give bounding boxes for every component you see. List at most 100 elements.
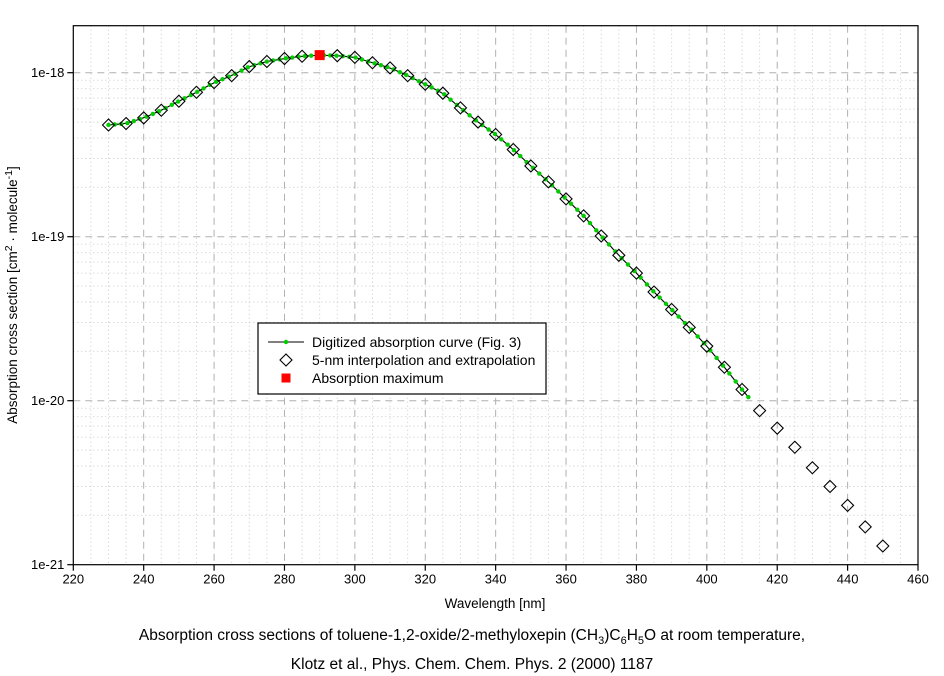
green-dot xyxy=(714,355,719,361)
green-dot xyxy=(644,282,650,287)
x-tick-label: 300 xyxy=(344,572,366,587)
green-dot xyxy=(556,189,561,194)
green-dot xyxy=(695,334,700,339)
diamond-marker xyxy=(365,55,380,70)
green-dot xyxy=(480,122,485,128)
diamond-marker xyxy=(629,266,644,280)
green-dot xyxy=(499,137,504,142)
x-tick-label: 420 xyxy=(766,572,788,587)
absorption-chart: 220 240 260 280 300 320 340 360 380 400 420 440 460 1… xyxy=(3,25,929,611)
green-dot xyxy=(372,61,377,66)
green-dot xyxy=(220,77,225,82)
diamond-marker xyxy=(506,142,521,157)
caption-text: Klotz et al., Phys. Chem. Chem. Phys. 2 … xyxy=(290,656,654,674)
green-dot xyxy=(416,78,422,84)
x-tick-label: 220 xyxy=(62,572,84,587)
x-tick-label: 440 xyxy=(837,572,859,587)
green-dot xyxy=(201,86,206,91)
x-tick-label: 380 xyxy=(626,572,648,587)
green-dot xyxy=(283,56,289,61)
green-dot xyxy=(670,307,675,313)
diamond-marker xyxy=(260,54,274,69)
legend: Digitized absorption curve (Fig. 3) 5-nm … xyxy=(257,322,547,395)
diamond-marker xyxy=(647,285,661,299)
green-dot xyxy=(194,89,200,95)
y-tick-label: 1e-19 xyxy=(31,229,64,244)
green-dot xyxy=(461,107,466,113)
caption-line-2: Klotz et al., Phys. Chem. Chem. Phys. 2 … xyxy=(0,653,944,676)
diamond-marker xyxy=(154,103,169,118)
caption-subscript: 6 xyxy=(620,635,627,648)
x-tick-label: 340 xyxy=(485,572,507,587)
green-dot xyxy=(302,53,308,59)
caption-line-1: Absorption cross sections of toluene-1,2… xyxy=(0,624,944,653)
y-axis-title: Absorption cross section [cm2 · molecule… xyxy=(3,166,20,424)
caption-subscript: 3 xyxy=(598,635,605,648)
legend-label: Absorption maximum xyxy=(312,370,444,386)
legend-box xyxy=(257,322,547,395)
axis-tick-labels: 220 240 260 280 300 320 340 360 380 400 420 440 460 1… xyxy=(31,65,929,587)
legend-label: 5-nm interpolation and extrapolation xyxy=(312,352,535,368)
diamond-marker xyxy=(101,118,116,132)
green-dot xyxy=(448,97,453,102)
x-tick-label: 280 xyxy=(274,572,296,587)
green-dot xyxy=(606,242,612,247)
green-dot xyxy=(239,68,244,73)
legend-label: Digitized absorption curve (Fig. 3) xyxy=(312,334,521,350)
green-dot xyxy=(625,262,631,267)
diamond-marker xyxy=(453,101,468,115)
green-dot xyxy=(575,207,580,212)
y-tick-label: 1e-21 xyxy=(31,557,64,572)
diamond-marker xyxy=(471,115,485,129)
diamond-marker xyxy=(858,520,872,534)
green-dot xyxy=(663,301,669,307)
diamond-marker xyxy=(594,229,609,243)
green-dot xyxy=(505,142,510,147)
x-tick-label: 460 xyxy=(907,572,929,587)
green-dot xyxy=(657,295,662,300)
y-tick-label: 1e-18 xyxy=(31,65,64,80)
green-dot xyxy=(562,195,567,200)
legend-red-square-icon xyxy=(281,373,291,383)
diamond-marker xyxy=(664,302,679,317)
green-dot xyxy=(537,171,542,176)
green-dot xyxy=(404,72,409,78)
green-dot xyxy=(429,85,434,90)
green-dot xyxy=(391,67,396,72)
diamond-marker xyxy=(136,111,151,125)
green-dot xyxy=(309,53,314,58)
green-dot xyxy=(587,220,593,226)
diamond-marker xyxy=(436,86,450,100)
green-dot xyxy=(727,371,732,376)
green-dot xyxy=(568,201,574,206)
diamond-marker xyxy=(752,403,767,418)
diamond-marker xyxy=(541,175,556,189)
green-dot xyxy=(106,122,111,128)
diamond-marker xyxy=(840,498,855,513)
diamond-marker xyxy=(488,127,503,142)
y-tick-label: 1e-20 xyxy=(31,393,64,408)
diamond-marker xyxy=(172,94,186,109)
green-dot xyxy=(213,79,219,84)
diamond-marker xyxy=(383,61,397,75)
diamond-marker xyxy=(524,159,538,173)
green-dot xyxy=(467,113,472,118)
green-dot xyxy=(334,53,339,58)
caption-text: )C xyxy=(604,627,621,644)
diamond-marker xyxy=(207,75,221,90)
green-dot xyxy=(739,387,745,392)
diamond-marker xyxy=(735,382,749,397)
diamond-marker xyxy=(348,50,362,65)
diamond-marker xyxy=(330,48,345,63)
caption-text: H xyxy=(626,627,638,644)
diamond-marker xyxy=(189,85,204,100)
green-dot xyxy=(150,111,156,117)
figure-caption: Absorption cross sections of toluene-1,2… xyxy=(0,624,944,676)
x-axis-title: Wavelength [nm] xyxy=(445,596,546,611)
diamond-marker xyxy=(805,460,820,475)
green-dot xyxy=(518,153,523,159)
diamond-marker xyxy=(119,116,133,131)
green-dot xyxy=(733,379,738,384)
diamond-marker xyxy=(770,421,784,435)
